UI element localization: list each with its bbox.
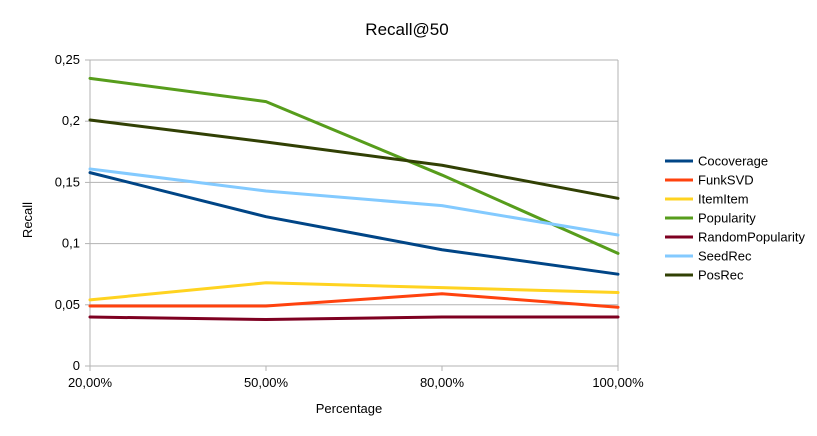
legend-label: SeedRec <box>698 249 752 264</box>
series-line-posrec <box>88 118 620 200</box>
legend-label: Popularity <box>698 211 756 226</box>
x-axis-label: Percentage <box>316 401 383 416</box>
series-line-randompopularity <box>88 315 620 321</box>
chart-title: Recall@50 <box>365 20 448 39</box>
series-line-itemitem <box>88 281 620 302</box>
y-tick-labels: 0 0,05 0,1 0,15 0,2 0,25 <box>55 52 80 373</box>
legend-label: FunkSVD <box>698 173 754 188</box>
x-tick-labels: 20,00% 50,00% 80,00% 100,00% <box>68 375 644 390</box>
series-line-funksvd <box>88 292 620 309</box>
series-line-seedrec <box>88 167 620 237</box>
legend-label: Cocoverage <box>698 154 768 169</box>
y-tick-label: 0,2 <box>62 113 80 128</box>
x-tick-label: 50,00% <box>244 375 289 390</box>
x-tick-label: 20,00% <box>68 375 113 390</box>
series-line-popularity <box>88 76 620 255</box>
series-line-cocoverage <box>88 171 620 276</box>
x-tick-label: 80,00% <box>420 375 465 390</box>
x-tick-label: 100,00% <box>592 375 644 390</box>
axes <box>85 59 619 371</box>
legend-label: PosRec <box>698 268 744 283</box>
y-tick-label: 0,1 <box>62 236 80 251</box>
gridlines <box>90 59 618 367</box>
y-tick-label: 0 <box>73 358 80 373</box>
y-tick-label: 0,25 <box>55 52 80 67</box>
legend-label: RandomPopularity <box>698 230 805 245</box>
y-axis-label: Recall <box>20 202 35 238</box>
series-lines <box>88 76 620 321</box>
legend-label: ItemItem <box>698 192 749 207</box>
y-tick-label: 0,15 <box>55 174 80 189</box>
y-tick-label: 0,05 <box>55 297 80 312</box>
legend: Cocoverage FunkSVD ItemItem Popularity Rando… <box>665 154 805 283</box>
